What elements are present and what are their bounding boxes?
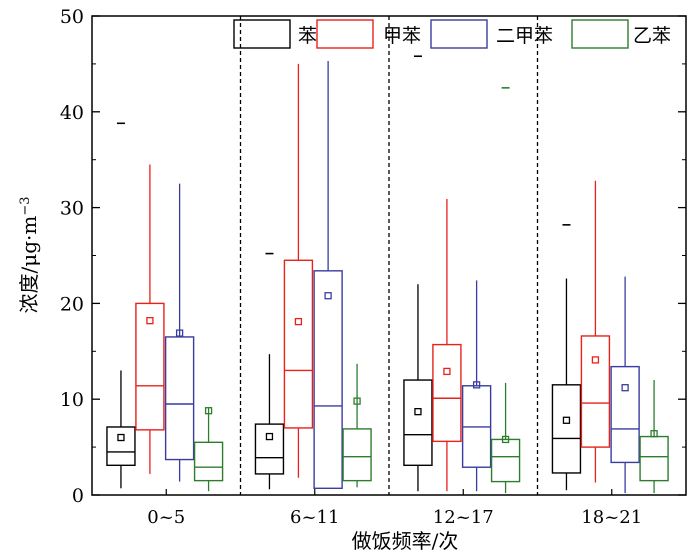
box-1-1 xyxy=(283,63,314,478)
box-iqr xyxy=(106,426,136,467)
box-2-3 xyxy=(610,276,640,494)
box-iqr xyxy=(490,438,521,483)
box-iqr xyxy=(313,270,343,489)
box-0-0 xyxy=(106,122,136,489)
legend-label: 苯 xyxy=(298,25,317,47)
box-iqr xyxy=(432,343,462,443)
box-1-3 xyxy=(580,180,611,483)
box-mean-marker xyxy=(591,356,600,364)
box-3-3 xyxy=(639,380,669,494)
box-series xyxy=(106,55,669,494)
x-tick-label: 12~17 xyxy=(433,507,494,528)
box-iqr xyxy=(580,335,611,448)
legend-swatch xyxy=(430,19,488,49)
box-mean-marker xyxy=(353,397,361,405)
box-mean-marker xyxy=(562,416,571,424)
box-mean-marker xyxy=(324,292,332,300)
y-tick-label: 0 xyxy=(72,485,84,507)
box-mean-marker xyxy=(414,408,422,416)
box-mean-marker xyxy=(294,317,303,326)
y-tick-label: 10 xyxy=(60,389,84,411)
box-mean-marker xyxy=(501,435,510,444)
legend-item-0: 苯 xyxy=(233,19,317,49)
box-iqr xyxy=(283,259,314,429)
box-0-2 xyxy=(403,55,433,492)
box-iqr xyxy=(254,423,285,475)
legend-item-2: 二甲苯 xyxy=(430,19,553,49)
legend-label: 甲苯 xyxy=(383,25,421,47)
box-3-0 xyxy=(193,407,224,492)
legend-item-1: 甲苯 xyxy=(316,19,421,49)
box-mean-marker xyxy=(472,381,481,389)
x-axis-label: 做饭频率/次 xyxy=(352,529,459,553)
x-tick-label: 18~21 xyxy=(581,507,642,528)
legend-swatch xyxy=(233,19,291,49)
box-mean-marker xyxy=(146,316,154,325)
legend-label: 乙苯 xyxy=(633,25,671,47)
box-mean-marker xyxy=(621,384,629,392)
legend-swatch xyxy=(316,19,374,49)
box-1-0 xyxy=(135,164,165,474)
legend-item-3: 乙苯 xyxy=(571,19,671,49)
y-axis-label-exponent: −3 xyxy=(18,196,33,215)
x-axis: 0~5 6~11 12~17 18~21 xyxy=(147,489,642,528)
box-mean-marker xyxy=(650,430,658,438)
box-mean-marker xyxy=(117,433,125,442)
box-iqr xyxy=(551,384,582,474)
box-2-1 xyxy=(313,61,343,489)
box-0-3 xyxy=(551,224,582,491)
box-mean-marker xyxy=(175,329,184,337)
y-axis: 0 10 20 30 40 50 xyxy=(60,6,686,507)
box-3-1 xyxy=(342,363,372,488)
box-iqr xyxy=(164,336,195,461)
y-tick-label: 40 xyxy=(60,102,84,124)
y-tick-label: 20 xyxy=(60,293,84,315)
box-iqr xyxy=(610,365,640,464)
box-mean-marker xyxy=(443,367,451,376)
x-tick-label: 0~5 xyxy=(147,507,185,528)
legend-label: 二甲苯 xyxy=(496,25,553,47)
box-iqr xyxy=(135,302,165,431)
group-separators xyxy=(239,16,539,495)
box-iqr xyxy=(639,435,669,482)
box-2-0 xyxy=(164,183,195,482)
box-0-1 xyxy=(254,252,285,490)
y-tick-label: 30 xyxy=(60,198,84,220)
box-iqr xyxy=(193,441,224,482)
box-mean-marker xyxy=(204,407,213,415)
legend: 苯 甲苯 二甲苯 乙苯 xyxy=(233,19,671,49)
box-iqr xyxy=(403,379,433,467)
x-tick-label: 6~11 xyxy=(290,507,339,528)
box-mean-marker xyxy=(265,432,274,441)
y-axis-label: 浓度/μg·m−3 xyxy=(17,196,41,313)
box-iqr xyxy=(342,428,372,482)
box-1-2 xyxy=(432,198,462,492)
y-axis-label-main: 浓度/μg·m xyxy=(17,216,41,314)
legend-swatch xyxy=(571,19,629,49)
y-tick-label: 50 xyxy=(60,6,84,28)
box-3-2 xyxy=(490,87,521,494)
box-2-2 xyxy=(461,280,492,492)
